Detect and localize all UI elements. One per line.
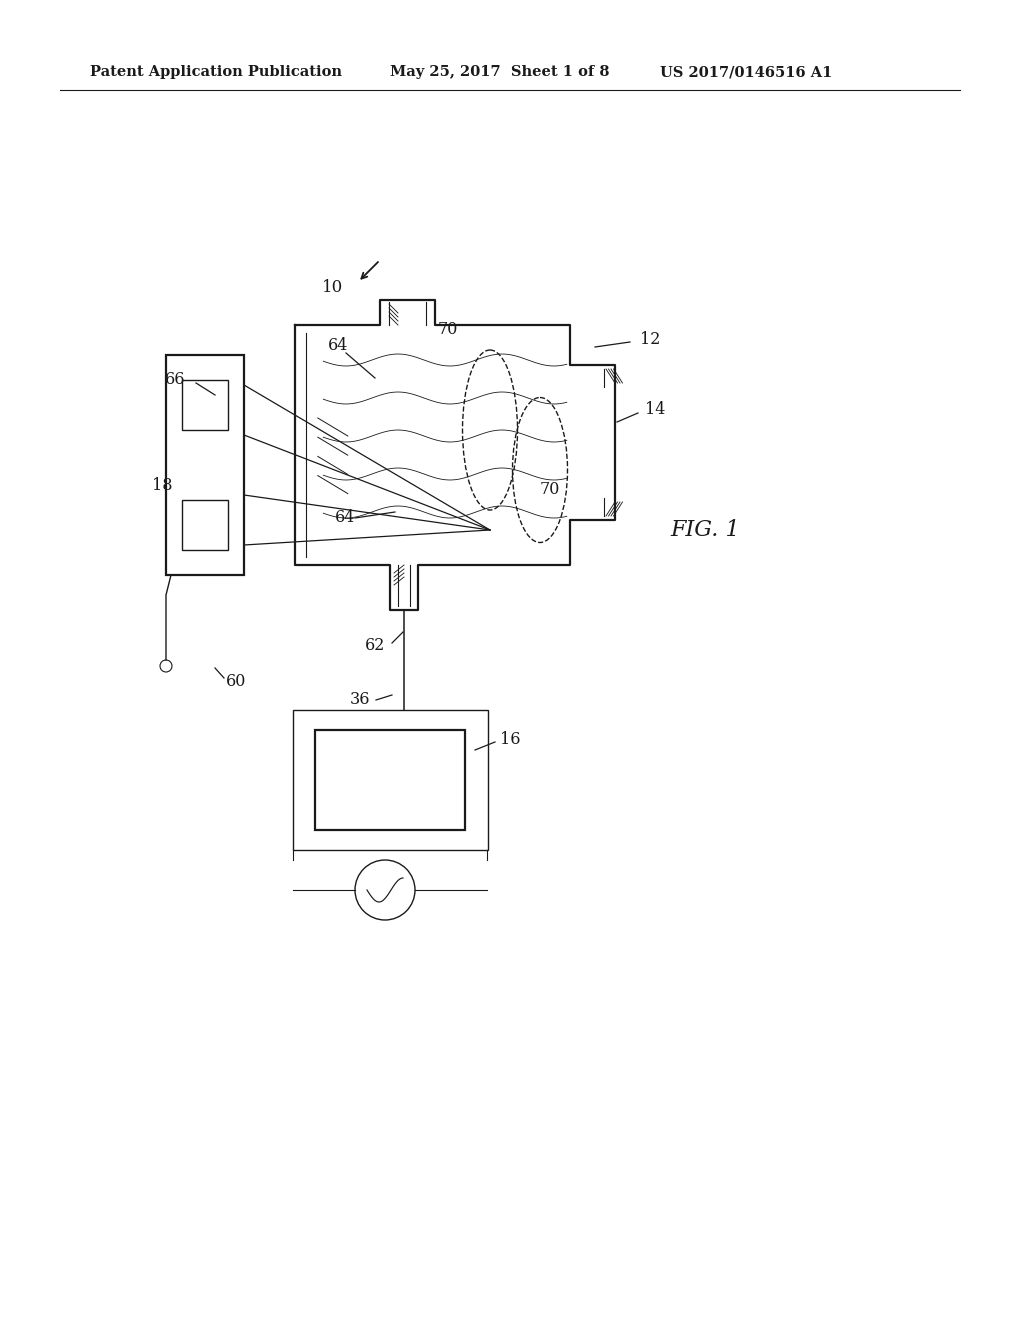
- Text: 36: 36: [349, 692, 370, 709]
- Text: FIG. 1: FIG. 1: [670, 519, 739, 541]
- Text: 12: 12: [640, 331, 660, 348]
- Text: 66: 66: [165, 371, 185, 388]
- Text: 10: 10: [322, 279, 343, 296]
- Bar: [293, 710, 488, 850]
- Bar: [166, 355, 244, 576]
- Text: 64: 64: [335, 510, 355, 527]
- Text: 62: 62: [365, 636, 385, 653]
- Text: 70: 70: [540, 482, 560, 499]
- Text: 70: 70: [438, 322, 458, 338]
- Text: 60: 60: [226, 673, 247, 690]
- Text: 18: 18: [152, 477, 172, 494]
- Text: May 25, 2017  Sheet 1 of 8: May 25, 2017 Sheet 1 of 8: [390, 65, 609, 79]
- Text: Patent Application Publication: Patent Application Publication: [90, 65, 342, 79]
- Bar: [182, 500, 228, 550]
- Text: 64: 64: [328, 337, 348, 354]
- Bar: [315, 730, 465, 830]
- Text: US 2017/0146516 A1: US 2017/0146516 A1: [660, 65, 833, 79]
- Bar: [182, 380, 228, 430]
- Text: 14: 14: [645, 401, 666, 418]
- Text: 16: 16: [500, 731, 520, 748]
